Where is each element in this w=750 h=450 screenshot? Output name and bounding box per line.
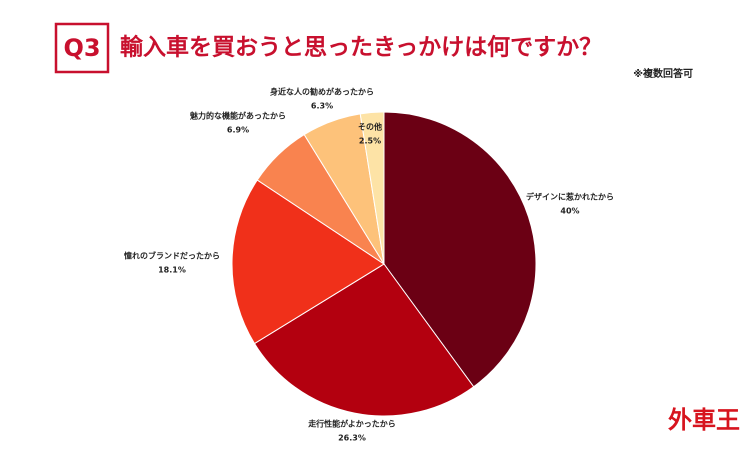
pie-slice	[231, 179, 385, 345]
slice-value-label: 6.9%	[227, 126, 249, 135]
badge-box	[54, 22, 110, 74]
slice-label: その他	[358, 122, 382, 132]
slice-label: 身近な人の勧めがあったから	[270, 87, 374, 97]
badge: Q3	[63, 34, 100, 62]
chart-title: 輸入車を買おうと思ったきっかけは何ですか？	[120, 34, 602, 61]
pie-slice	[359, 111, 385, 265]
pie-slice	[253, 263, 475, 417]
slice-label: 走行性能がよかったから	[307, 419, 396, 429]
slice-label: デザインに惹かれたから	[526, 192, 614, 202]
slice-label: 魅力的な機能があったから	[190, 111, 286, 121]
slice-value-label: 18.1%	[158, 266, 186, 275]
slice-value-label: 40%	[560, 207, 579, 216]
slice-value-label: 6.3%	[311, 102, 333, 111]
slice-value-label: 2.5%	[359, 137, 381, 146]
pie-slice	[383, 111, 537, 388]
note: ※複数回答可	[633, 67, 693, 80]
slice-value-label: 26.3%	[338, 434, 366, 443]
logo: 外車王	[668, 406, 740, 434]
slice-label: 憧れのブランドだったから	[124, 251, 220, 261]
